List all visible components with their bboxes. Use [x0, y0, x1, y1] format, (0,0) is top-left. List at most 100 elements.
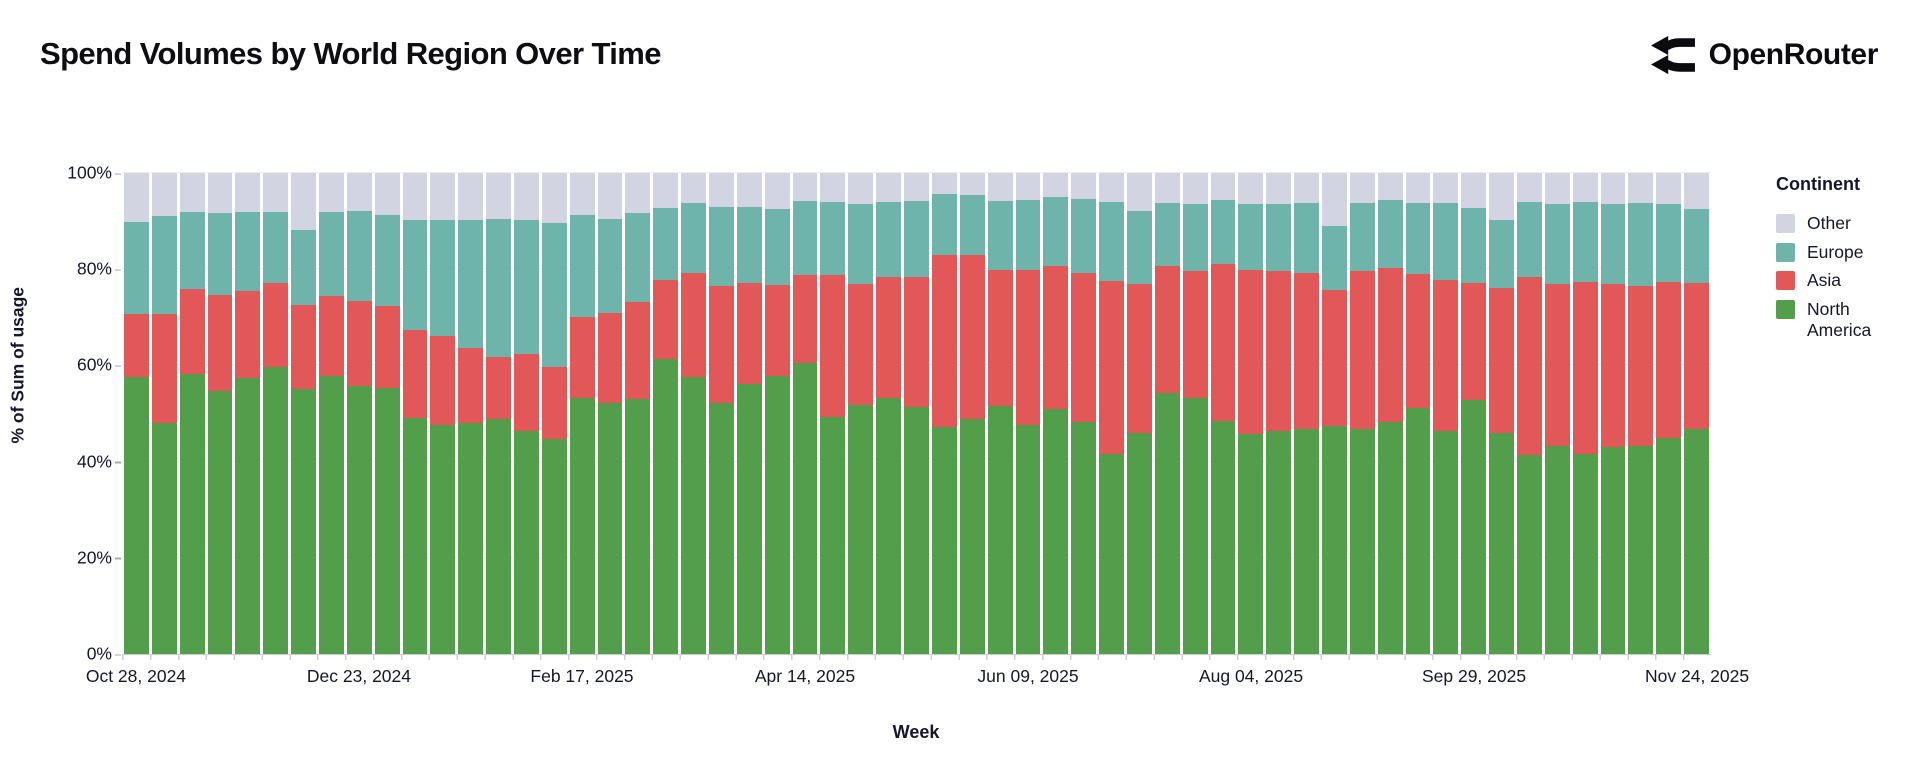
- bar-segment-asia[interactable]: [1266, 270, 1292, 431]
- bar-segment-asia[interactable]: [1154, 266, 1180, 394]
- bar-segment-europe[interactable]: [1433, 202, 1459, 281]
- bar[interactable]: [541, 173, 567, 654]
- bar-segment-asia[interactable]: [848, 284, 874, 405]
- bar-segment-europe[interactable]: [1461, 207, 1487, 283]
- bar-segment-north-america[interactable]: [1600, 447, 1626, 654]
- bar-segment-europe[interactable]: [1628, 202, 1654, 287]
- bar-segment-asia[interactable]: [931, 255, 957, 427]
- bar-segment-asia[interactable]: [235, 290, 261, 379]
- bar-segment-asia[interactable]: [764, 285, 790, 377]
- bar-segment-asia[interactable]: [625, 301, 651, 399]
- bar-segment-north-america[interactable]: [374, 387, 400, 654]
- bar-segment-north-america[interactable]: [1182, 397, 1208, 654]
- bar-segment-europe[interactable]: [681, 202, 707, 274]
- bar-segment-europe[interactable]: [1210, 200, 1236, 265]
- bar-segment-other[interactable]: [458, 173, 484, 220]
- bar-segment-europe[interactable]: [848, 203, 874, 285]
- bar[interactable]: [848, 173, 874, 654]
- bar-segment-other[interactable]: [1544, 173, 1570, 204]
- bar[interactable]: [597, 173, 623, 654]
- bar-segment-europe[interactable]: [931, 193, 957, 256]
- bar-segment-europe[interactable]: [987, 200, 1013, 270]
- legend-item-north-america[interactable]: North America: [1776, 299, 1908, 340]
- bar-segment-europe[interactable]: [1656, 203, 1682, 282]
- bar-segment-asia[interactable]: [346, 301, 372, 387]
- bar-segment-other[interactable]: [1405, 173, 1431, 203]
- bar-segment-other[interactable]: [291, 173, 317, 230]
- bar-segment-other[interactable]: [486, 173, 512, 219]
- bar[interactable]: [1182, 173, 1208, 654]
- bar-segment-asia[interactable]: [514, 353, 539, 431]
- bar[interactable]: [1154, 173, 1180, 654]
- bar-segment-asia[interactable]: [1015, 270, 1041, 426]
- bar-segment-other[interactable]: [1628, 173, 1654, 203]
- bar-segment-other[interactable]: [179, 173, 205, 213]
- bar-segment-europe[interactable]: [1266, 204, 1292, 271]
- bar-segment-europe[interactable]: [597, 219, 623, 313]
- bar-segment-europe[interactable]: [569, 214, 595, 317]
- bar-segment-other[interactable]: [1210, 173, 1236, 201]
- bar-segment-north-america[interactable]: [625, 398, 651, 654]
- bar-segment-north-america[interactable]: [346, 386, 372, 654]
- bar[interactable]: [124, 173, 149, 654]
- bar-segment-europe[interactable]: [792, 200, 818, 276]
- bar-segment-europe[interactable]: [151, 215, 177, 314]
- bar-segment-europe[interactable]: [1015, 200, 1041, 271]
- bar-segment-europe[interactable]: [1099, 201, 1124, 281]
- bar-segment-north-america[interactable]: [904, 406, 929, 654]
- bar-segment-other[interactable]: [1433, 173, 1459, 203]
- bar-segment-asia[interactable]: [207, 294, 233, 391]
- bar-segment-asia[interactable]: [1099, 280, 1124, 454]
- bar-segment-asia[interactable]: [1628, 286, 1654, 446]
- bar[interactable]: [1349, 173, 1375, 654]
- bar-segment-asia[interactable]: [987, 269, 1013, 406]
- bar-segment-north-america[interactable]: [1572, 453, 1598, 654]
- bar-segment-other[interactable]: [1489, 173, 1514, 220]
- bar-segment-other[interactable]: [541, 173, 567, 223]
- bar-segment-north-america[interactable]: [931, 426, 957, 654]
- bar-segment-asia[interactable]: [569, 316, 595, 398]
- bar[interactable]: [1099, 173, 1124, 654]
- bar-segment-north-america[interactable]: [1154, 393, 1180, 654]
- bar-segment-other[interactable]: [709, 173, 734, 208]
- bar[interactable]: [1321, 173, 1347, 654]
- bar-segment-europe[interactable]: [319, 212, 344, 297]
- bar-segment-asia[interactable]: [291, 304, 317, 390]
- bar-segment-asia[interactable]: [736, 282, 762, 385]
- bar-segment-europe[interactable]: [1043, 197, 1069, 267]
- bar-segment-asia[interactable]: [792, 275, 818, 363]
- bar-segment-north-america[interactable]: [541, 439, 567, 654]
- bar-segment-north-america[interactable]: [764, 376, 790, 654]
- bar-segment-europe[interactable]: [514, 219, 539, 354]
- bar-segment-asia[interactable]: [1210, 264, 1236, 421]
- bar-segment-other[interactable]: [1461, 173, 1487, 208]
- bar[interactable]: [1572, 173, 1598, 654]
- bar-segment-north-america[interactable]: [848, 404, 874, 654]
- bar-segment-other[interactable]: [346, 173, 372, 212]
- bar-segment-other[interactable]: [820, 173, 846, 202]
- bar[interactable]: [1433, 173, 1459, 654]
- bar[interactable]: [1238, 173, 1264, 654]
- bar-segment-north-america[interactable]: [235, 378, 261, 654]
- bar-segment-other[interactable]: [653, 173, 679, 208]
- bar-segment-other[interactable]: [1600, 173, 1626, 205]
- bar-segment-other[interactable]: [1071, 173, 1097, 200]
- bar-segment-other[interactable]: [1377, 173, 1403, 201]
- bar-segment-asia[interactable]: [1126, 284, 1152, 433]
- bar-segment-north-america[interactable]: [820, 416, 846, 654]
- bar-segment-north-america[interactable]: [430, 425, 456, 654]
- bar-segment-asia[interactable]: [1377, 267, 1403, 422]
- bar-segment-north-america[interactable]: [959, 419, 985, 654]
- bar-segment-north-america[interactable]: [876, 397, 902, 654]
- bar-segment-north-america[interactable]: [1516, 454, 1542, 654]
- bar-segment-asia[interactable]: [681, 273, 707, 378]
- bar[interactable]: [1544, 173, 1570, 654]
- bar[interactable]: [291, 173, 317, 654]
- bar-segment-north-america[interactable]: [709, 403, 734, 654]
- bar[interactable]: [653, 173, 679, 654]
- bar-segment-asia[interactable]: [1656, 281, 1682, 438]
- bar[interactable]: [736, 173, 762, 654]
- bar-segment-asia[interactable]: [1516, 277, 1542, 455]
- bar-segment-other[interactable]: [959, 173, 985, 195]
- bar[interactable]: [987, 173, 1013, 654]
